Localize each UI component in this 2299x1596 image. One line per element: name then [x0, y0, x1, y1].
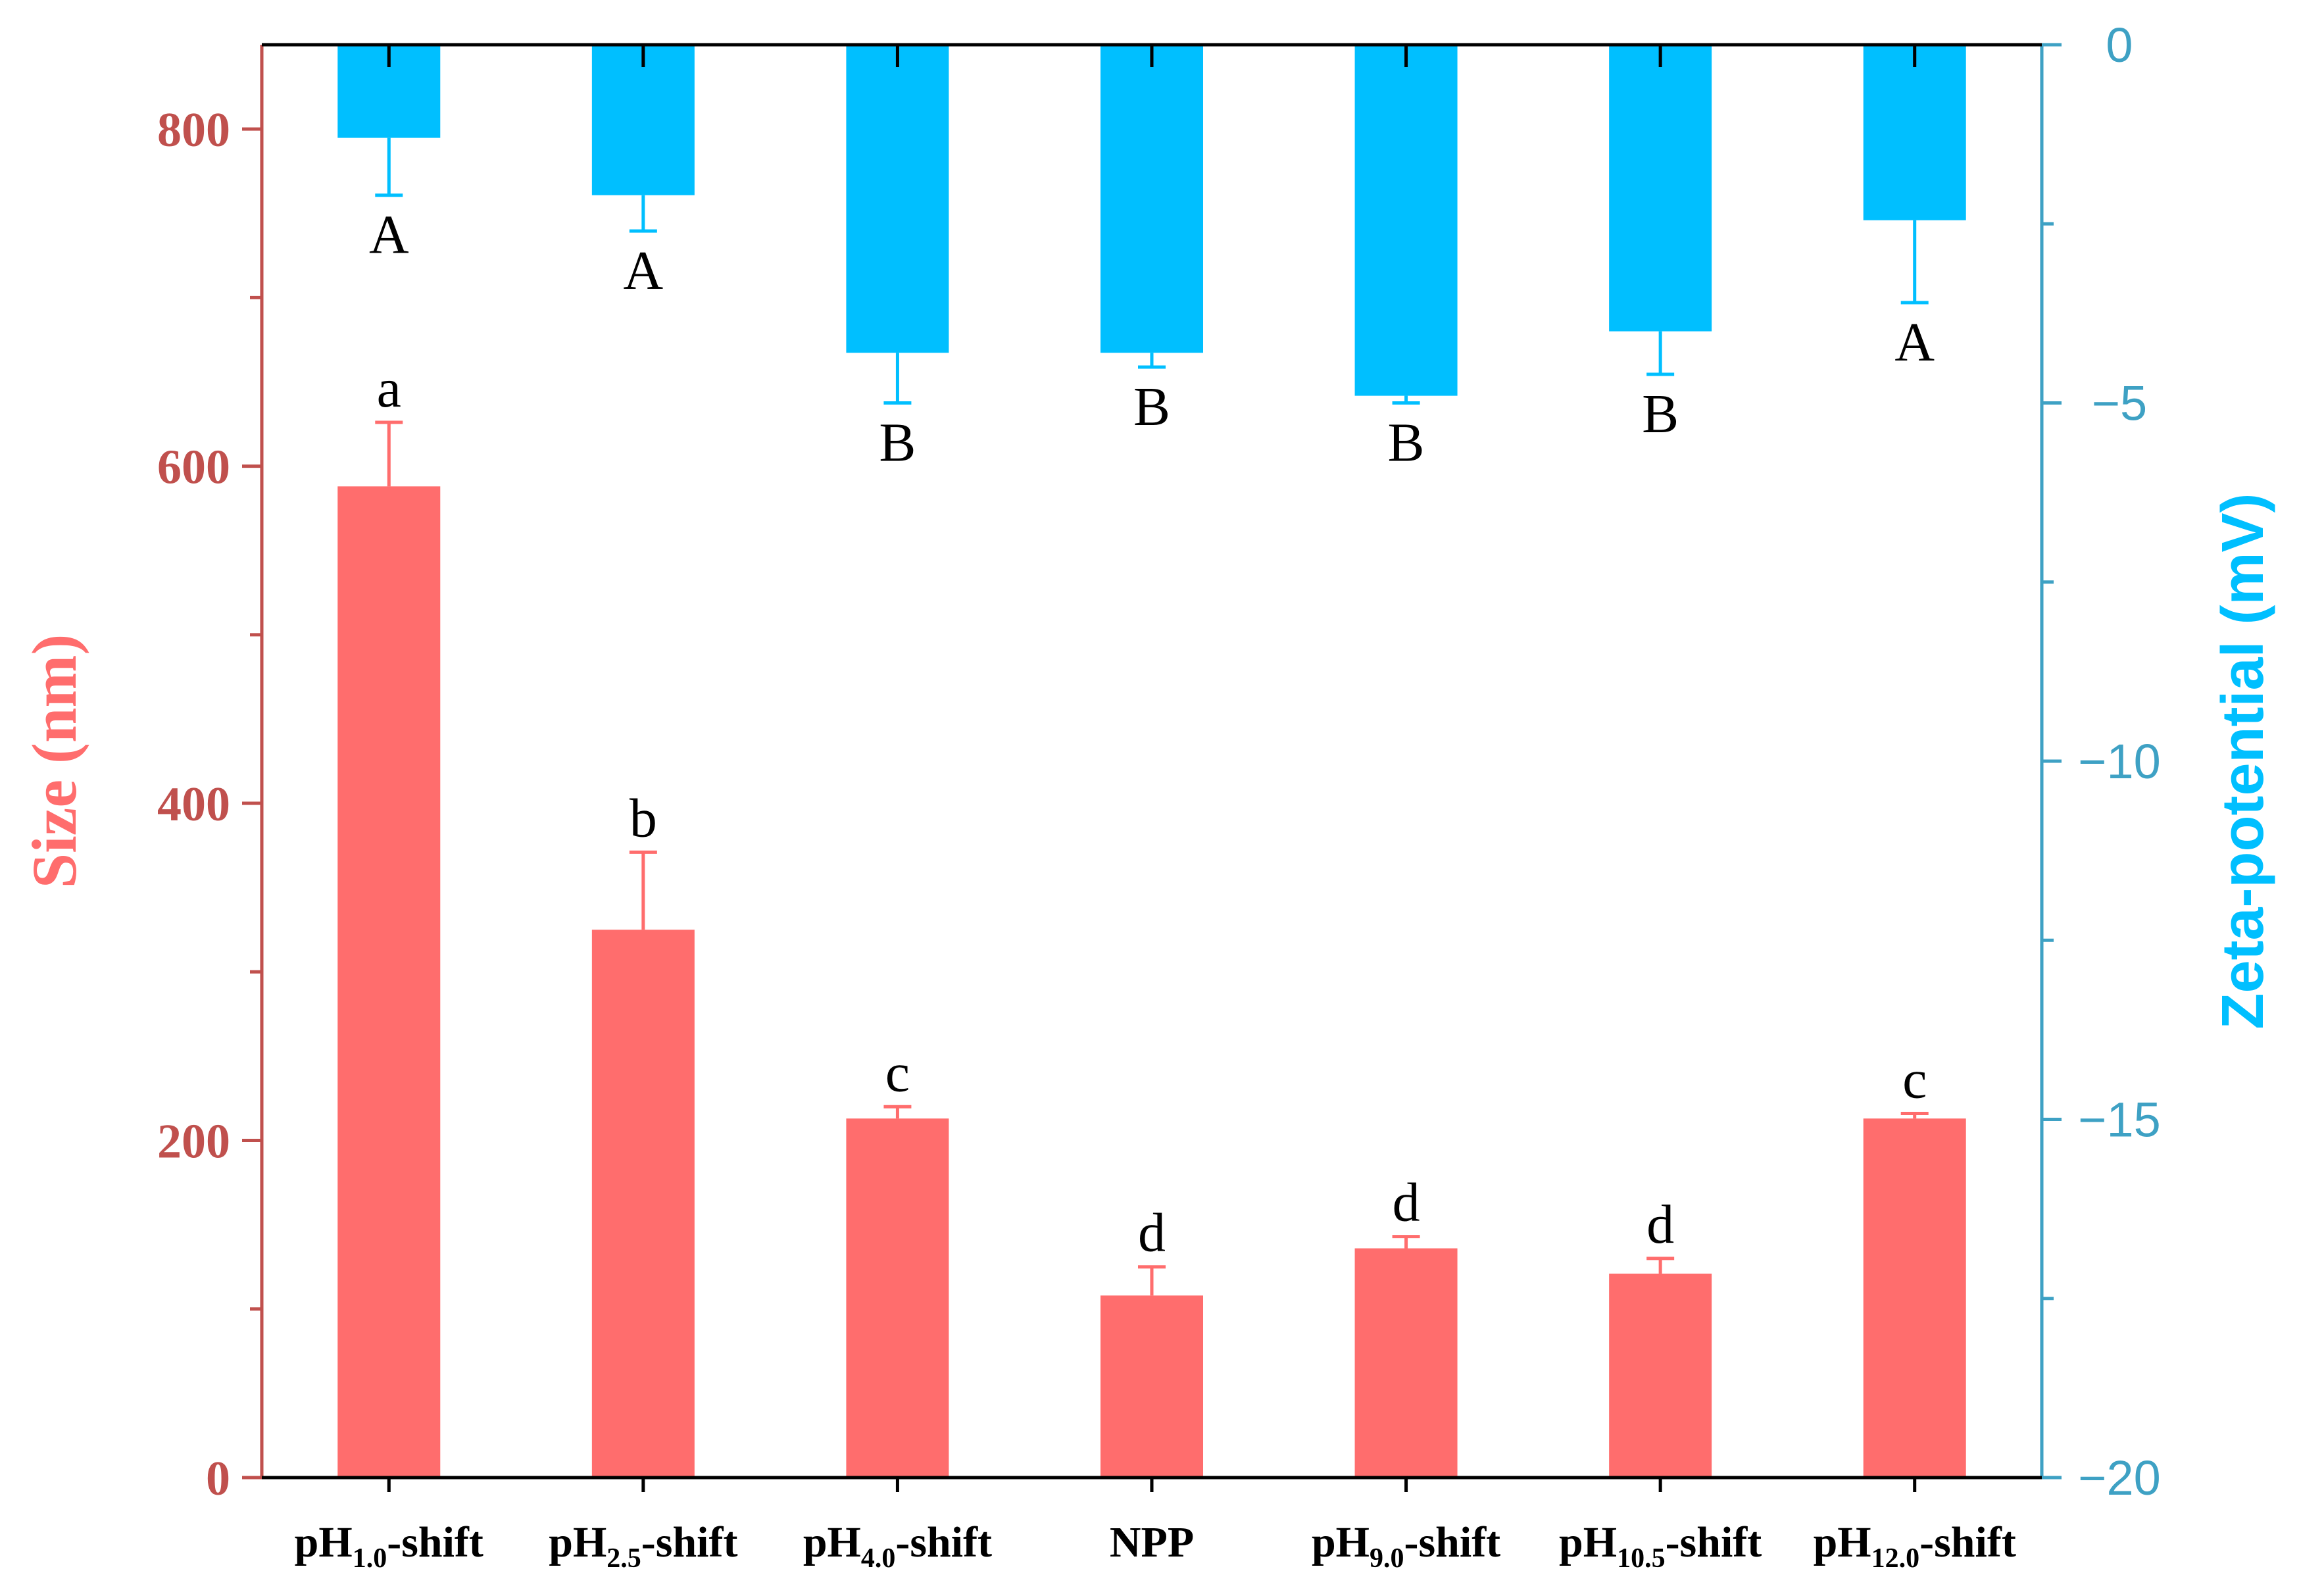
left-tick-label: 200 [157, 1115, 230, 1169]
axes [242, 43, 2062, 1492]
size-significance-label-5: d [1646, 1194, 1674, 1255]
zeta-significance-label-0: A [369, 205, 409, 266]
size-bar-2 [846, 1118, 949, 1478]
size-bar-1 [591, 930, 695, 1478]
zeta-significance-label-1: A [624, 240, 664, 301]
category-label-5: pH10.5-shift [1559, 1518, 1762, 1574]
category-label-0: pH1.0-shift [295, 1518, 483, 1574]
zeta-bars [337, 45, 1966, 396]
left-axis-title: Size (nm) [19, 634, 89, 889]
left-tick-label: 600 [157, 441, 230, 495]
left-tick-label: 0 [206, 1452, 230, 1506]
zeta-bar-2 [846, 45, 949, 353]
category-label-6: pH12.0-shift [1814, 1518, 2016, 1574]
size-significance-label-6: c [1902, 1049, 1927, 1110]
zeta-bar-6 [1863, 45, 1966, 220]
size-significance-label-3: d [1138, 1203, 1166, 1264]
category-label-2: pH4.0-shift [803, 1518, 992, 1574]
right-tick-label: −10 [2078, 734, 2161, 789]
right-axis-title: Zeta-potential (mV) [2210, 493, 2276, 1029]
size-bars [337, 486, 1966, 1478]
category-label-3: NPP [1110, 1518, 1194, 1566]
error-bars [375, 137, 1929, 1296]
size-bar-4 [1354, 1248, 1458, 1478]
size-bar-0 [337, 486, 441, 1478]
zeta-significance-label-3: B [1133, 376, 1170, 437]
right-tick-label: −5 [2092, 376, 2147, 431]
size-significance-label-4: d [1393, 1172, 1420, 1234]
category-label-4: pH9.0-shift [1312, 1518, 1500, 1574]
size-significance-label-0: a [377, 358, 401, 419]
zeta-bar-3 [1100, 45, 1203, 353]
size-significance-label-1: b [630, 787, 657, 849]
zeta-significance-label-2: B [879, 412, 916, 474]
zeta-bar-5 [1609, 45, 1712, 332]
right-tick-label: 0 [2106, 18, 2133, 72]
right-tick-label: −15 [2078, 1093, 2161, 1147]
size-bar-6 [1863, 1118, 1966, 1478]
zeta-significance-label-5: B [1642, 384, 1679, 445]
zeta-significance-label-4: B [1388, 412, 1425, 474]
right-tick-label: −20 [2078, 1451, 2161, 1505]
zeta-significance-label-6: A [1894, 312, 1935, 373]
zeta-bar-1 [591, 45, 695, 195]
size-bar-3 [1100, 1295, 1203, 1478]
zeta-bar-4 [1354, 45, 1458, 396]
category-label-1: pH2.5-shift [549, 1518, 737, 1574]
size-bar-5 [1609, 1273, 1712, 1478]
left-tick-label: 800 [157, 103, 230, 157]
size-significance-label-2: c [885, 1042, 910, 1103]
left-tick-label: 400 [157, 778, 230, 832]
